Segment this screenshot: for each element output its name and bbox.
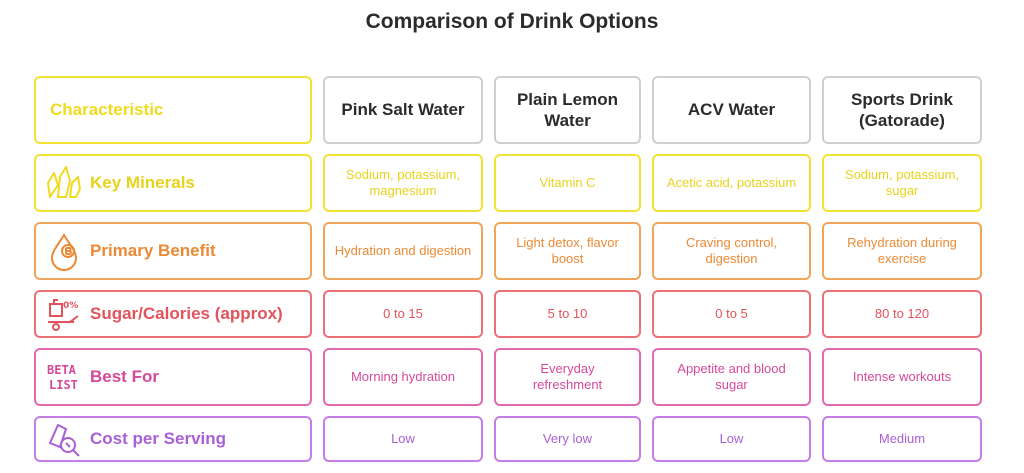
cell-primary-benefit-sports: Rehydration during exercise [822,222,982,280]
cell-primary-benefit-acv: Craving control, digestion [652,222,811,280]
cell-text: Hydration and digestion [334,242,472,258]
cell-primary-benefit-pink-salt: Hydration and digestion [323,222,483,280]
cell-text: Morning hydration [350,368,456,384]
header-acv-water-label: ACV Water [687,100,776,120]
header-pink-salt-water: Pink Salt Water [323,76,483,144]
header-pink-salt-water-label: Pink Salt Water [341,100,465,120]
cell-text: Light detox, flavor boost [516,234,619,266]
row-key-minerals-label: Key Minerals [90,173,195,193]
sugar-scale-icon: 0% [44,294,84,334]
beta-list-icon-line-1: BETA [47,363,77,377]
cell-text: 0 to 5 [715,305,748,321]
cell-cost-lemon: Very low [494,416,641,462]
header-characteristic: Characteristic [34,76,312,144]
cell-text: Low [391,430,415,446]
row-key-minerals-header: Key Minerals [34,154,312,212]
cell-key-minerals-pink-salt: Sodium, potassium, magnesium [323,154,483,212]
cell-text: Low [719,430,744,446]
cell-key-minerals-lemon: Vitamin C [494,154,641,212]
beta-list-icon: BETA LIST [44,357,84,397]
cell-cost-sports: Medium [822,416,982,462]
cell-text: 80 to 120 [874,305,930,321]
cell-primary-benefit-lemon: Light detox, flavor boost [494,222,641,280]
header-plain-lemon-water: Plain Lemon Water [494,76,641,144]
row-primary-benefit-label: Primary Benefit [90,241,216,261]
cell-text: Appetite and blood sugar [677,360,786,392]
cell-best-for-pink-salt: Morning hydration [323,348,483,406]
header-characteristic-label: Characteristic [50,100,164,120]
svg-text:0%: 0% [63,301,78,311]
cell-cost-pink-salt: Low [323,416,483,462]
cell-text: Medium [878,430,926,446]
cell-text: Craving control, digestion [685,234,778,266]
row-primary-benefit-header: Primary Benefit [34,222,312,280]
cell-text: Sodium, potassium, magnesium [345,166,461,198]
chart-title: Comparison of Drink Options [365,10,659,33]
row-cost-per-serving-label: Cost per Serving [90,429,227,449]
cell-best-for-lemon: Everyday refreshment [494,348,641,406]
cell-sugar-calories-lemon: 5 to 10 [494,290,641,338]
header-plain-lemon-water-label: Plain Lemon Water [516,89,619,130]
cell-key-minerals-acv: Acetic acid, potassium [652,154,811,212]
cell-key-minerals-sports: Sodium, potassium, sugar [822,154,982,212]
cell-sugar-calories-sports: 80 to 120 [822,290,982,338]
cell-text: Intense workouts [852,368,952,384]
cell-text: Sodium, potassium, sugar [844,166,960,198]
header-acv-water: ACV Water [652,76,811,144]
cell-sugar-calories-acv: 0 to 5 [652,290,811,338]
row-best-for-header: BETA LIST Best For [34,348,312,406]
cell-text: Vitamin C [539,174,596,190]
cell-text: 0 to 15 [383,305,423,321]
cell-text: Very low [542,430,593,446]
minerals-icon [44,163,84,203]
header-sports-drink-label: Sports Drink (Gatorade) [850,89,954,130]
cell-text: Rehydration during exercise [847,234,957,266]
row-cost-per-serving-header: Cost per Serving [34,416,312,462]
cell-best-for-sports: Intense workouts [822,348,982,406]
cell-cost-acv: Low [652,416,811,462]
header-sports-drink: Sports Drink (Gatorade) [822,76,982,144]
cell-text: Acetic acid, potassium [666,174,797,190]
cell-text: 5 to 10 [547,305,588,321]
cell-text: Everyday refreshment [532,360,603,392]
cell-best-for-acv: Appetite and blood sugar [652,348,811,406]
drop-benefit-icon [44,231,84,271]
cell-sugar-calories-pink-salt: 0 to 15 [323,290,483,338]
row-sugar-calories-label: Sugar/Calories (approx) [90,304,283,324]
row-sugar-calories-header: 0% Sugar/Calories (approx) [34,290,312,338]
row-best-for-label: Best For [90,367,159,387]
beta-list-icon-line-2: LIST [49,378,78,392]
cost-search-icon [44,419,84,459]
